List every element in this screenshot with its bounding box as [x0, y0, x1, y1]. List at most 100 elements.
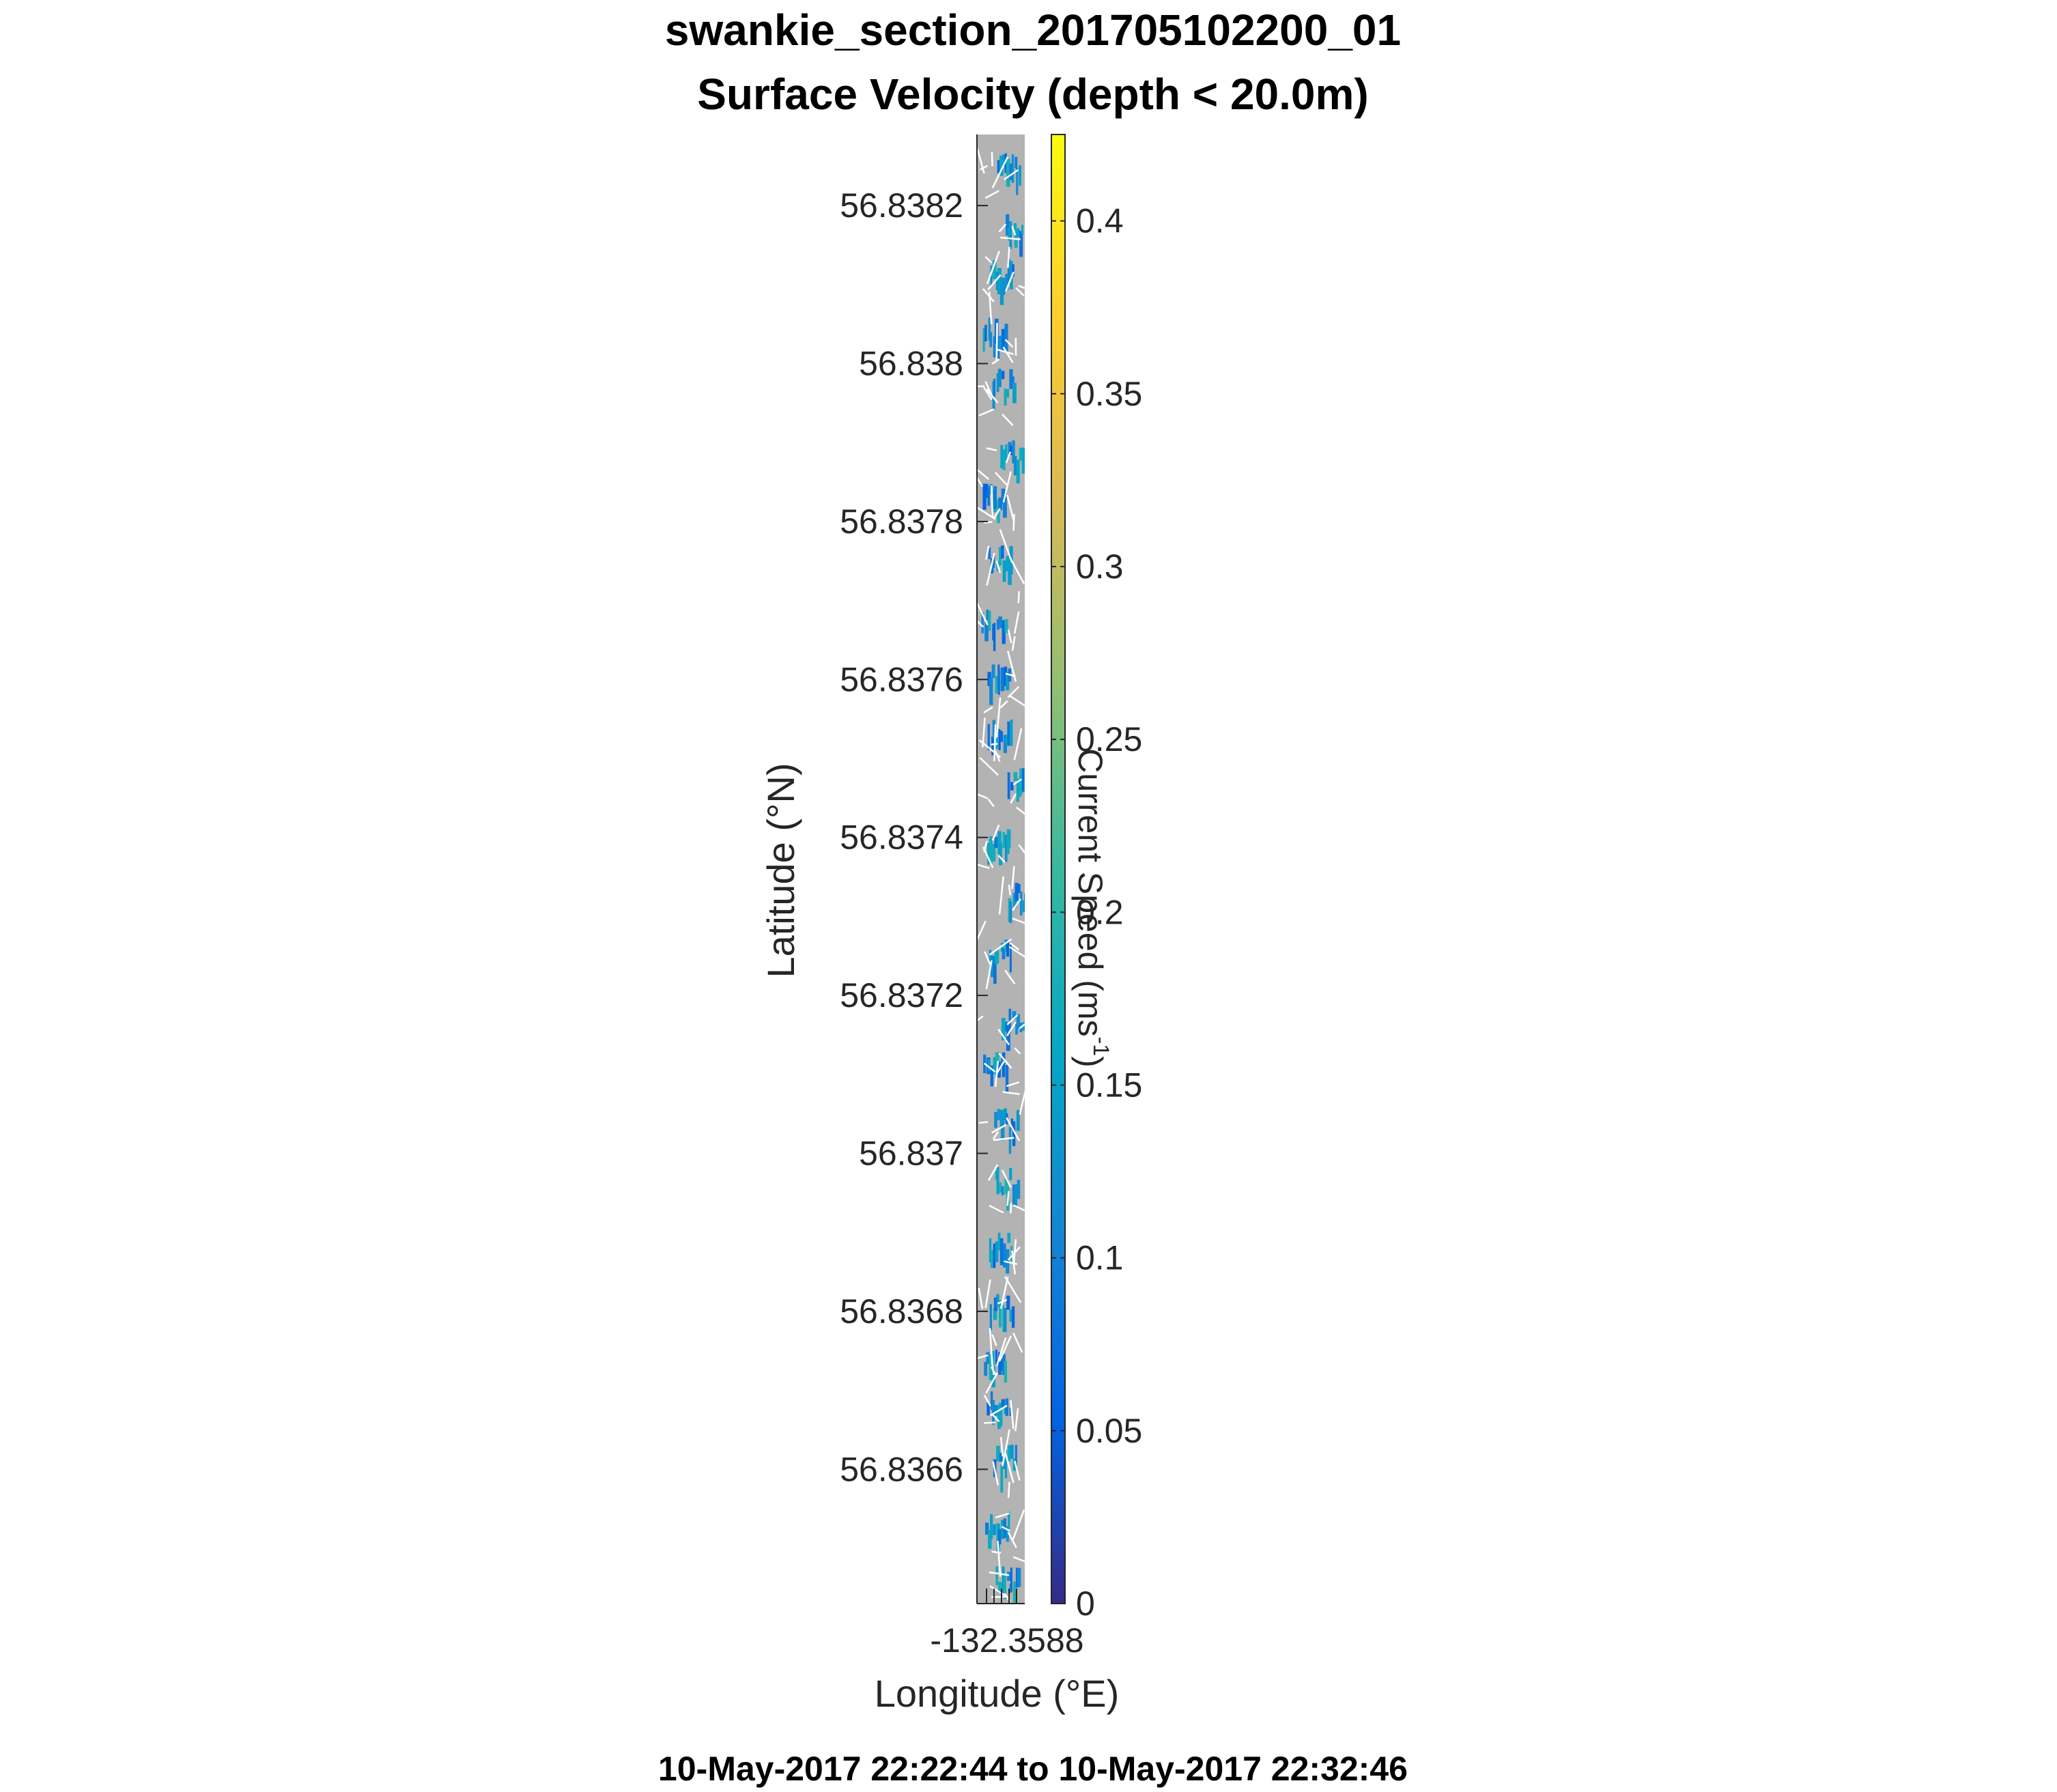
speed-cell [1010, 1445, 1014, 1460]
velocity-arrow [1000, 236, 1021, 240]
velocity-arrow [980, 165, 989, 171]
speed-cell [1030, 783, 1034, 793]
velocity-arrow [991, 1334, 997, 1346]
velocity-arrow [997, 1028, 1010, 1046]
velocity-arrow [1004, 1260, 1018, 1265]
velocity-arrow [1008, 884, 1012, 896]
speed-cell [993, 1243, 996, 1268]
speed-cell [995, 1241, 999, 1262]
speed-cell [1003, 1243, 1006, 1268]
speed-cell [1021, 447, 1025, 474]
colorbar-tick-label: 0.1 [1076, 1239, 1124, 1277]
velocity-arrow [1011, 1250, 1017, 1275]
velocity-arrow [998, 223, 1007, 233]
speed-cell [1005, 834, 1008, 862]
speed-cell [988, 547, 991, 560]
speed-cell [990, 1249, 995, 1268]
speed-cell [1018, 883, 1021, 894]
speed-cell [1000, 667, 1005, 692]
velocity-arrow [982, 717, 986, 748]
speed-cell [990, 1514, 993, 1539]
velocity-arrow [977, 385, 985, 388]
speed-cell [1017, 1568, 1021, 1587]
speed-cell [1013, 455, 1017, 476]
speed-cell [1004, 388, 1007, 406]
speed-cell [1027, 883, 1030, 911]
velocity-arrow [989, 938, 1012, 956]
speed-cell [999, 1402, 1003, 1427]
speed-cell [994, 836, 998, 849]
speed-cell [1006, 1025, 1010, 1051]
speed-cell [1006, 1526, 1009, 1542]
velocity-arrow [977, 506, 996, 520]
speed-cell [1001, 1018, 1006, 1040]
speed-cell [1008, 1008, 1012, 1034]
speed-cell [998, 616, 1002, 629]
velocity-arrow [984, 1279, 991, 1309]
speed-cell [984, 621, 989, 642]
speed-cell [999, 1238, 1004, 1266]
time-range-footer: 10-May-2017 22:22:44 to 10-May-2017 22:3… [658, 1750, 1408, 1788]
velocity-arrow [998, 1053, 1012, 1069]
speed-cell [987, 1059, 991, 1072]
velocity-arrow [1004, 969, 1016, 985]
velocity-arrow [983, 1394, 991, 1407]
speed-cell [1010, 376, 1015, 386]
speed-cell [999, 1182, 1002, 1193]
colorbar-ticks: 0 0.05 0.1 0.15 0.2 0.25 0.3 0.35 0.4 [1051, 202, 1142, 1623]
speed-cell [1012, 1011, 1017, 1020]
velocity-arrow [1010, 1400, 1015, 1430]
speed-cell [1015, 1445, 1017, 1469]
speed-cell [1012, 892, 1017, 908]
speed-cell [994, 1111, 997, 1128]
speed-cell [1010, 1118, 1013, 1130]
velocity-arrow [991, 1124, 1007, 1134]
speed-cell [994, 1405, 998, 1416]
speed-cell [996, 618, 1000, 630]
velocity-arrow [1018, 285, 1025, 289]
speed-cell [987, 1402, 990, 1416]
velocity-arrow [1019, 1023, 1025, 1029]
velocity-arrow [1019, 1090, 1025, 1115]
speed-cell [1004, 324, 1008, 352]
speed-cell [993, 1524, 996, 1535]
speed-cell [1002, 620, 1006, 644]
speed-cell [986, 1352, 990, 1365]
speed-cell [984, 1361, 988, 1376]
speed-cell [1025, 1016, 1028, 1032]
velocity-arrow [990, 1366, 997, 1376]
speed-cell [1012, 1458, 1017, 1471]
speed-cell [995, 1349, 998, 1365]
speed-cell [1021, 225, 1024, 235]
speed-cell [1012, 440, 1015, 464]
velocity-arrow [982, 385, 993, 401]
speed-cell [1022, 1022, 1025, 1031]
speed-cell [1012, 1121, 1016, 1146]
velocity-arrow [995, 472, 1008, 487]
speed-cell [1008, 1126, 1012, 1154]
velocity-arrow [1009, 942, 1020, 951]
velocity-arrow [1013, 611, 1020, 634]
speed-cell [1006, 940, 1010, 957]
speed-cell [1011, 154, 1015, 183]
velocity-arrow [1000, 1277, 1009, 1309]
colorbar-label: Current Speed (ms-1) [1071, 748, 1113, 1068]
velocity-arrow [984, 951, 991, 965]
velocity-arrow [986, 552, 995, 586]
speed-cell [1007, 1445, 1011, 1462]
velocity-arrow [1011, 866, 1015, 890]
speed-cell [1001, 1399, 1006, 1408]
speed-cell [1004, 666, 1008, 686]
colorbar-tick-label: 0.25 [1076, 720, 1142, 758]
velocity-arrow [991, 824, 1000, 841]
speed-cell [1006, 1295, 1010, 1310]
speed-cell [1002, 948, 1006, 960]
velocity-arrow [1013, 728, 1023, 760]
speed-cell [1004, 1574, 1006, 1599]
speed-cell [1008, 829, 1011, 848]
y-axis-label: Latitude (°N) [759, 763, 802, 978]
velocity-arrow [995, 1060, 1005, 1075]
velocity-arrow [1012, 1204, 1025, 1212]
velocity-arrow [1005, 271, 1015, 291]
speed-cell [1012, 1582, 1017, 1603]
